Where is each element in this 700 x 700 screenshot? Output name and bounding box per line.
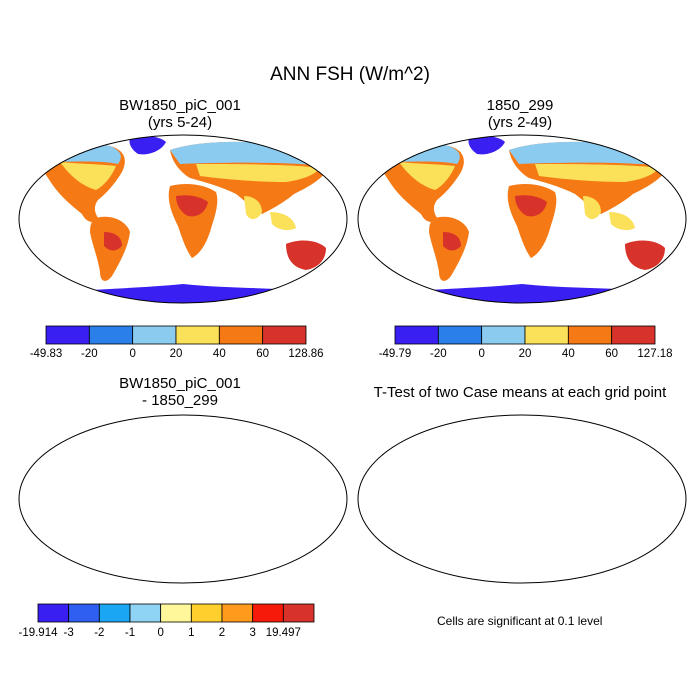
panel-title-line1: 1850_299	[486, 97, 554, 114]
colorbar-swatch	[190, 603, 223, 623]
map-bottom-right-land	[369, 416, 666, 582]
panel-title-line2: (yrs 5-24)	[147, 114, 213, 131]
colorbar-swatch	[160, 603, 192, 623]
colorbar-swatch	[68, 603, 100, 623]
panel-title-top-right: 1850_299 (yrs 2-49)	[400, 97, 640, 131]
colorbar-tick-label: 60	[256, 348, 270, 360]
colorbar-swatch	[37, 603, 70, 623]
colorbar-swatch	[567, 325, 613, 345]
colorbar-swatch	[98, 603, 131, 623]
colorbar-tick-label: -1	[124, 627, 136, 639]
colorbar-tick-label: -49.83	[29, 348, 63, 360]
colorbar-swatch	[282, 603, 315, 623]
colorbar-swatch	[524, 325, 569, 345]
colorbar-swatch	[481, 325, 526, 345]
colorbar-tick-label: 40	[561, 348, 575, 360]
colorbar-tick-label: 127.18	[637, 348, 673, 360]
colorbar-tick-label: -20	[430, 348, 447, 360]
colorbar-tick-label: 2	[218, 627, 226, 639]
panel-title-line1: T-Test of two Case means at each grid po…	[373, 384, 667, 401]
colorbar-tick-label: -20	[81, 348, 98, 360]
colorbar-swatch	[218, 325, 264, 345]
colorbar-tick-label: -2	[94, 627, 105, 639]
colorbar-tick-label: 3	[249, 627, 256, 639]
panel-title-bottom-left: BW1850_piC_001 - 1850_299	[60, 375, 300, 409]
colorbar-tick-label: 0	[157, 627, 164, 639]
colorbar-top-left	[45, 325, 307, 345]
colorbar-tick-label: 19.497	[265, 627, 301, 639]
colorbar-tick-label: 0	[478, 348, 485, 360]
colorbar-tick-label: 60	[605, 348, 619, 360]
colorbar-bottom-left	[37, 603, 315, 623]
colorbar-tick-label: 128.86	[288, 348, 324, 360]
colorbar-tick-label: 0	[129, 348, 136, 360]
colorbar-swatch	[611, 325, 656, 345]
colorbar-swatch	[252, 603, 284, 623]
colorbar-swatch	[132, 325, 177, 345]
panel-title-line1: BW1850_piC_001	[119, 97, 241, 114]
panel-title-line2: - 1850_299	[142, 392, 218, 409]
colorbar-tick-label: 1	[188, 627, 195, 639]
colorbar-top-right	[394, 325, 656, 345]
colorbar-tick-label: -49.79	[378, 348, 412, 360]
colorbar-tick-label: 20	[518, 348, 532, 360]
colorbar-swatch	[221, 603, 254, 623]
panel-title-bottom-right: T-Test of two Case means at each grid po…	[350, 384, 690, 401]
colorbar-swatch	[88, 325, 134, 345]
colorbar-swatch	[394, 325, 439, 345]
panel-title-line1: BW1850_piC_001	[119, 375, 241, 392]
colorbar-swatch	[262, 325, 307, 345]
colorbar-tick-label: 20	[169, 348, 183, 360]
main-title: ANN FSH (W/m^2)	[270, 64, 430, 85]
colorbar-swatch	[45, 325, 90, 345]
colorbar-tick-label: 40	[212, 348, 226, 360]
colorbar-tick-label: -19.914	[18, 627, 58, 639]
panel-title-line2: (yrs 2-49)	[487, 114, 553, 131]
colorbar-swatch	[129, 603, 162, 623]
colorbar-tick-label: -3	[63, 627, 74, 639]
colorbar-swatch	[437, 325, 483, 345]
significance-note: Cells are significant at 0.1 level	[437, 614, 603, 628]
panel-title-top-left: BW1850_piC_001 (yrs 5-24)	[60, 97, 300, 131]
colorbar-swatch	[175, 325, 220, 345]
